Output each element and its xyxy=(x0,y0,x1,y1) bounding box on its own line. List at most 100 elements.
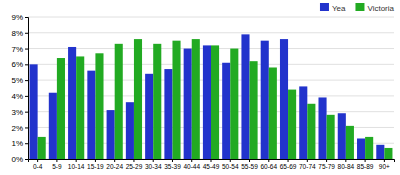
tick-label: 70-74 xyxy=(299,163,316,170)
tick-mark xyxy=(25,96,28,97)
tick: 5% xyxy=(11,76,28,85)
tick-label: 4% xyxy=(11,92,23,101)
bar xyxy=(76,56,84,159)
tick: 8% xyxy=(11,29,28,38)
tick-mark xyxy=(230,159,231,162)
tick: 0-4 xyxy=(33,159,43,170)
tick-label: 35-39 xyxy=(164,163,181,170)
legend: Yea Victoria xyxy=(320,3,395,13)
tick-label: 15-19 xyxy=(87,163,104,170)
tick-mark xyxy=(25,159,28,160)
tick-mark xyxy=(95,159,96,162)
tick-mark xyxy=(288,159,289,162)
tick-label: 30-34 xyxy=(145,163,162,170)
tick-label: 85-89 xyxy=(357,163,374,170)
series xyxy=(30,34,385,159)
bar xyxy=(307,104,315,159)
tick-mark xyxy=(133,159,134,162)
tick-label: 80-84 xyxy=(338,163,355,170)
tick: 2% xyxy=(11,124,28,133)
tick-label: 3% xyxy=(11,108,23,117)
bar xyxy=(49,93,57,159)
tick-mark xyxy=(326,159,327,162)
tick: 80-84 xyxy=(338,159,355,170)
tick-mark xyxy=(25,49,28,50)
grid-line xyxy=(28,17,394,18)
tick-mark xyxy=(114,159,115,162)
grid-line xyxy=(28,32,394,33)
bar xyxy=(126,102,134,159)
tick: 65-69 xyxy=(280,159,297,170)
tick-label: 9% xyxy=(11,13,23,22)
tick-mark xyxy=(25,80,28,81)
tick: 50-54 xyxy=(222,159,239,170)
tick-mark xyxy=(25,17,28,18)
tick-label: 75-79 xyxy=(318,163,335,170)
tick-mark xyxy=(25,64,28,65)
bar xyxy=(365,137,373,159)
tick-label: 20-24 xyxy=(106,163,123,170)
bar xyxy=(211,45,219,159)
tick-label: 5% xyxy=(11,76,23,85)
tick: 7% xyxy=(11,45,28,54)
tick-mark xyxy=(249,159,250,162)
tick: 6% xyxy=(11,60,28,69)
bar xyxy=(288,90,296,159)
tick: 55-59 xyxy=(241,159,258,170)
bar xyxy=(184,49,192,159)
tick-mark xyxy=(25,127,28,128)
tick-label: 0% xyxy=(11,155,23,164)
bar xyxy=(230,49,238,159)
tick-label: 50-54 xyxy=(222,163,239,170)
tick-mark xyxy=(153,159,154,162)
tick: 30-34 xyxy=(145,159,162,170)
tick-label: 0-4 xyxy=(33,163,43,170)
tick: 3% xyxy=(11,108,28,117)
x-axis: 0-45-910-1415-1920-2425-2930-3435-3940-4… xyxy=(29,159,395,170)
legend-item: Yea xyxy=(320,3,346,13)
legend-item: Victoria xyxy=(355,3,394,13)
tick-label: 10-14 xyxy=(68,163,85,170)
tick-mark xyxy=(365,159,366,162)
bar xyxy=(346,126,354,159)
tick-label: 40-44 xyxy=(183,163,200,170)
tick-mark xyxy=(25,143,28,144)
tick-label: 2% xyxy=(11,124,23,133)
tick: 20-24 xyxy=(106,159,123,170)
bar xyxy=(172,41,180,159)
bar xyxy=(384,148,392,159)
bar xyxy=(164,69,172,159)
chart: 0% 1% 2% 3% 4% 5% 6% 7% 8% 9% 0-4 5-9 10-1415-1920-2… xyxy=(0,0,400,175)
tick-label: 65-69 xyxy=(280,163,297,170)
bar xyxy=(38,137,46,159)
legend-swatch xyxy=(355,3,364,11)
grid xyxy=(28,17,394,159)
tick: 15-19 xyxy=(87,159,104,170)
tick-mark xyxy=(76,159,77,162)
bar xyxy=(357,138,365,159)
legend-swatch xyxy=(320,3,329,11)
bar xyxy=(250,61,258,159)
tick-mark xyxy=(345,159,346,162)
tick: 10-14 xyxy=(68,159,85,170)
legend-label: Victoria xyxy=(367,4,394,13)
tick-mark xyxy=(37,159,38,162)
tick-label: 1% xyxy=(11,139,23,148)
tick-mark xyxy=(191,159,192,162)
tick-label: 60-64 xyxy=(260,163,277,170)
tick: 5-9 xyxy=(52,159,62,170)
bar xyxy=(30,64,38,159)
bar xyxy=(203,45,211,159)
tick: 9% xyxy=(11,13,28,22)
tick-mark xyxy=(56,159,57,162)
bars xyxy=(30,34,393,159)
bar xyxy=(107,110,115,159)
bar xyxy=(222,63,230,159)
legend-label: Yea xyxy=(332,4,346,13)
bar xyxy=(192,39,200,159)
bar xyxy=(115,44,123,159)
tick-mark xyxy=(268,159,269,162)
bar xyxy=(68,47,76,159)
bar xyxy=(261,41,269,159)
tick-label: 55-59 xyxy=(241,163,258,170)
